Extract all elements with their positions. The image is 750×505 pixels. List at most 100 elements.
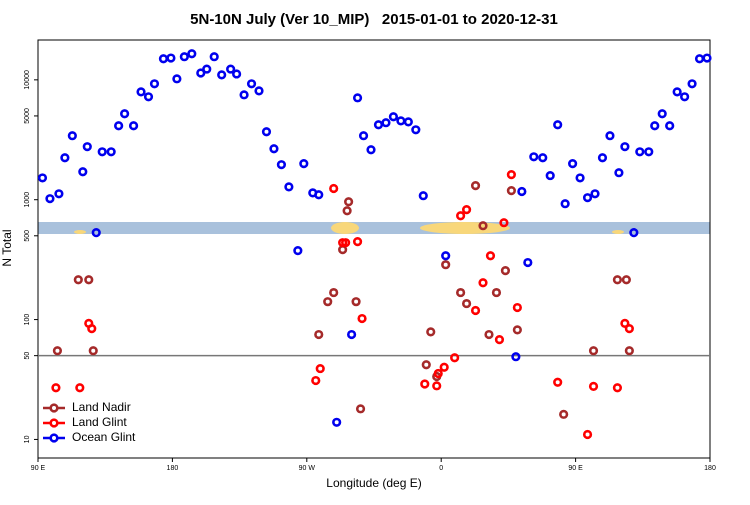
point (478, 221, 488, 231)
point (217, 70, 227, 80)
y-tick-label: 5000 (24, 108, 31, 124)
point (299, 159, 309, 169)
y-tick-label: 100 (24, 314, 31, 326)
point (338, 245, 348, 255)
legend-label: Ocean Glint (72, 430, 136, 444)
point (347, 329, 357, 340)
point (517, 186, 527, 197)
point (67, 131, 77, 141)
y-tick-label: 500 (24, 230, 31, 242)
point (499, 218, 509, 228)
point (388, 112, 399, 122)
point (420, 379, 430, 389)
point (494, 335, 505, 345)
point (478, 278, 488, 288)
point (500, 266, 511, 276)
point (702, 53, 712, 63)
point (621, 275, 631, 285)
point (629, 228, 639, 238)
point (166, 53, 176, 63)
point (553, 377, 563, 387)
point (635, 147, 645, 157)
point (311, 375, 321, 386)
point (403, 117, 413, 127)
point (605, 131, 615, 141)
point (588, 381, 599, 391)
point (680, 92, 690, 102)
point (511, 352, 521, 362)
y-tick-label: 10000 (24, 70, 31, 90)
legend-marker (49, 418, 59, 428)
point (246, 79, 257, 89)
point (650, 121, 660, 131)
point (120, 109, 130, 119)
point (158, 54, 169, 64)
point (78, 167, 88, 177)
point (523, 257, 533, 268)
point (149, 79, 160, 89)
point (329, 287, 339, 298)
legend-label: Land Glint (72, 415, 127, 429)
point (590, 189, 600, 199)
point (261, 127, 272, 137)
point (187, 49, 197, 59)
point (538, 153, 548, 163)
y-tick-label: 50 (24, 352, 31, 360)
legend-marker (49, 433, 59, 443)
point (529, 152, 539, 162)
map-land (74, 230, 86, 234)
point (672, 87, 682, 97)
point (612, 275, 623, 285)
map-strip (38, 222, 710, 234)
point (332, 417, 342, 427)
point (560, 199, 570, 209)
point (456, 287, 466, 298)
point (461, 298, 472, 309)
point (314, 190, 324, 200)
point (269, 144, 279, 154)
point (491, 287, 502, 298)
chart-title: 5N-10N July (Ver 10_MIP) 2015-01-01 to 2… (190, 11, 558, 28)
point (512, 325, 522, 335)
point (75, 383, 85, 393)
point (657, 109, 667, 119)
point (411, 125, 421, 135)
point (136, 87, 146, 97)
point (512, 302, 522, 313)
point (87, 324, 97, 334)
point (54, 189, 64, 199)
point (254, 86, 264, 96)
x-axis-label: Longitude (deg E) (326, 476, 421, 490)
point (196, 68, 206, 78)
point (344, 197, 354, 207)
point (329, 183, 339, 194)
point (293, 246, 303, 256)
point (357, 313, 367, 324)
y-tick-label: 10 (24, 435, 31, 443)
point (366, 145, 376, 155)
point (588, 346, 599, 356)
point (355, 404, 366, 414)
map-ocean (38, 222, 710, 234)
point (239, 90, 249, 100)
point (106, 147, 116, 157)
point (441, 251, 451, 261)
point (694, 54, 705, 64)
point (432, 381, 442, 391)
point (456, 211, 466, 221)
point (276, 160, 287, 170)
point (209, 52, 219, 62)
point (485, 251, 496, 261)
point (620, 142, 630, 152)
point (323, 297, 333, 307)
point (358, 131, 369, 141)
x-tick-label: 90 E (568, 465, 583, 472)
point (439, 362, 449, 372)
point (396, 116, 406, 126)
point (620, 318, 630, 328)
point (352, 93, 363, 103)
plot-frame (37, 39, 711, 459)
point (315, 363, 325, 374)
point (91, 228, 101, 238)
point (143, 92, 154, 102)
